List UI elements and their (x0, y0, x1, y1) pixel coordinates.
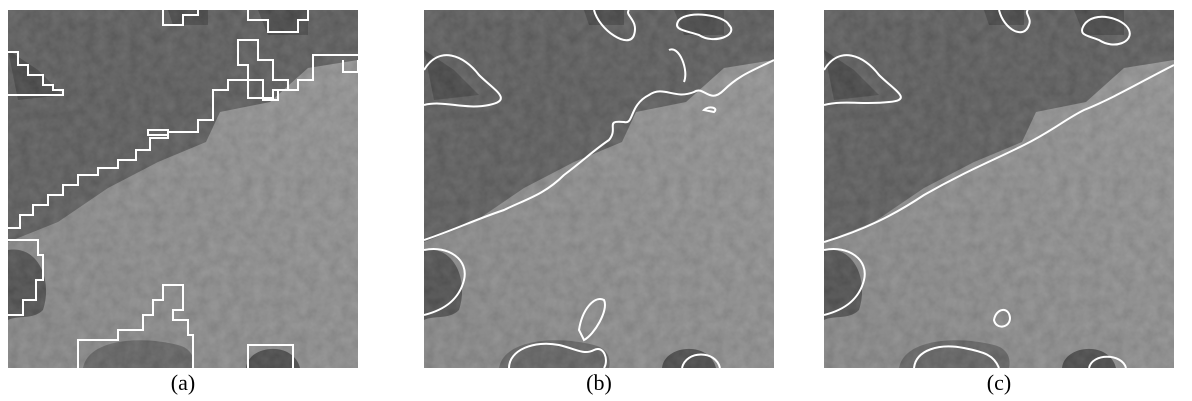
image-b (424, 10, 774, 368)
page: (a) (b) (c) (() => { const data = JSON.p… (0, 0, 1192, 401)
caption: (c) (824, 370, 1174, 396)
image-c (824, 10, 1174, 368)
caption: (b) (424, 370, 774, 396)
caption: (a) (8, 370, 358, 396)
image-a (8, 10, 358, 368)
